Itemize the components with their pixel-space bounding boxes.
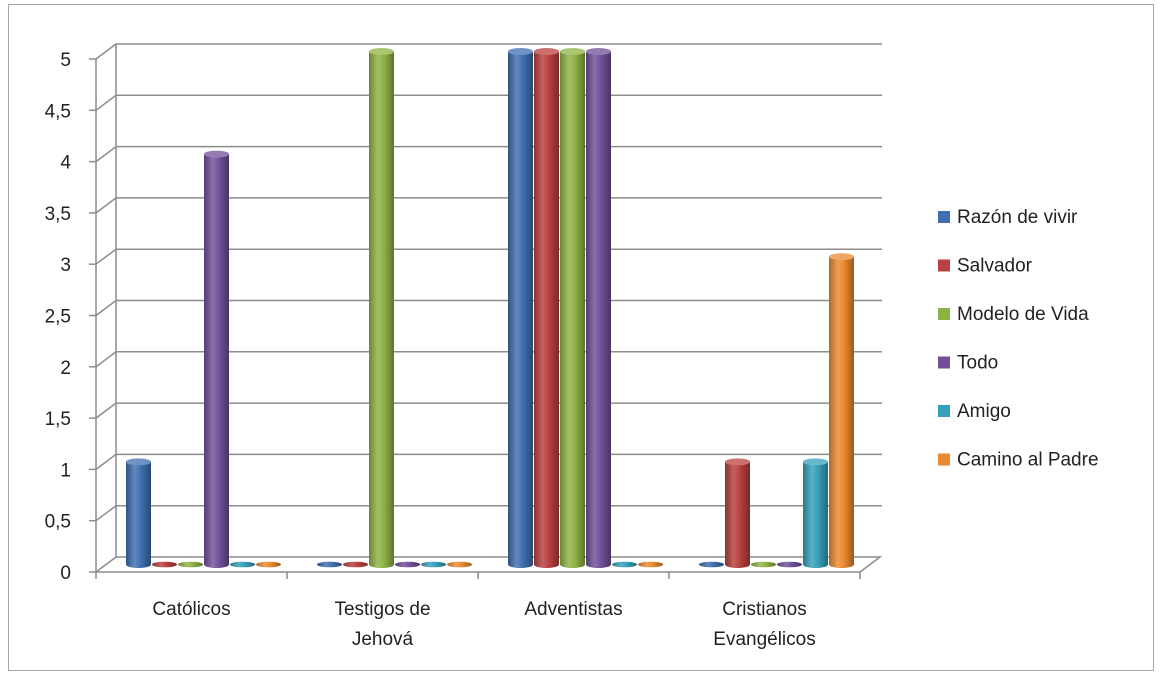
x-category-label: Testigos de	[334, 599, 430, 620]
bar-top	[586, 48, 611, 55]
bar-top	[560, 48, 585, 55]
y-tick-label: 0,5	[45, 512, 71, 533]
bar-top	[508, 48, 533, 55]
bar-zero	[230, 561, 255, 568]
legend-swatch	[938, 211, 950, 223]
bar	[534, 51, 559, 568]
bar-zero	[343, 561, 368, 568]
bar-top	[204, 150, 229, 158]
bar	[508, 51, 533, 568]
bar-zero	[178, 561, 203, 568]
bar-top	[534, 48, 559, 55]
legend-swatch	[938, 356, 950, 369]
gridline	[95, 145, 882, 163]
bar-top	[369, 48, 394, 55]
bar-zero	[751, 561, 776, 568]
legend-swatch	[938, 259, 950, 272]
bar-zero	[395, 561, 420, 568]
gridline	[95, 453, 882, 470]
bar-top	[803, 458, 828, 466]
bar-top	[725, 458, 750, 466]
legend-label: Camino al Padre	[957, 450, 1099, 471]
gridline	[95, 504, 882, 522]
x-category-label: Evangélicos	[713, 629, 815, 650]
bar-zero	[638, 561, 663, 568]
legend-label: Modelo de Vida	[957, 304, 1089, 325]
legend-label: Amigo	[957, 401, 1011, 422]
y-tick-label: 5	[60, 50, 71, 71]
gridline	[95, 248, 882, 265]
y-tick-label: 0	[60, 563, 71, 584]
y-tick-label: 1,5	[45, 409, 71, 430]
x-category-label: Cristianos	[722, 599, 806, 620]
bar	[725, 461, 750, 568]
legend-label: Salvador	[957, 256, 1033, 277]
bar-zero	[447, 561, 472, 568]
y-tick-label: 2,5	[45, 307, 71, 328]
gridline	[95, 197, 882, 214]
gridline	[95, 402, 882, 419]
bar	[829, 256, 854, 568]
y-tick-label: 4,5	[45, 101, 71, 122]
legend-swatch	[938, 308, 950, 320]
y-tick-label: 2	[60, 358, 71, 379]
x-category-label: Jehová	[352, 629, 414, 650]
gridline	[95, 351, 882, 368]
gridline	[95, 299, 882, 317]
bar-zero	[421, 561, 446, 568]
gridline	[95, 43, 882, 60]
y-tick-label: 3,5	[45, 204, 71, 225]
bar-zero	[777, 561, 802, 568]
bar	[126, 461, 151, 568]
legend-swatch	[938, 405, 950, 417]
bar-top	[126, 458, 151, 466]
bar-zero	[317, 561, 342, 568]
bar	[560, 51, 585, 568]
bar	[803, 461, 828, 568]
y-tick-label: 4	[60, 153, 71, 174]
y-tick-label: 1	[60, 460, 71, 481]
bar-zero	[152, 561, 177, 568]
bar-zero	[699, 561, 724, 568]
bar-zero	[612, 561, 637, 568]
bar	[204, 154, 229, 568]
legend-label: Razón de vivir	[957, 207, 1078, 228]
bar-top	[829, 253, 854, 261]
bar-zero	[256, 561, 281, 568]
bar	[369, 51, 394, 568]
floor	[93, 556, 883, 573]
x-category-label: Católicos	[152, 599, 230, 620]
y-tick-label: 3	[60, 255, 71, 276]
gridline	[95, 94, 882, 111]
legend-swatch	[938, 453, 950, 466]
legend-label: Todo	[957, 353, 998, 374]
bar	[586, 51, 611, 568]
x-category-label: Adventistas	[524, 599, 622, 620]
